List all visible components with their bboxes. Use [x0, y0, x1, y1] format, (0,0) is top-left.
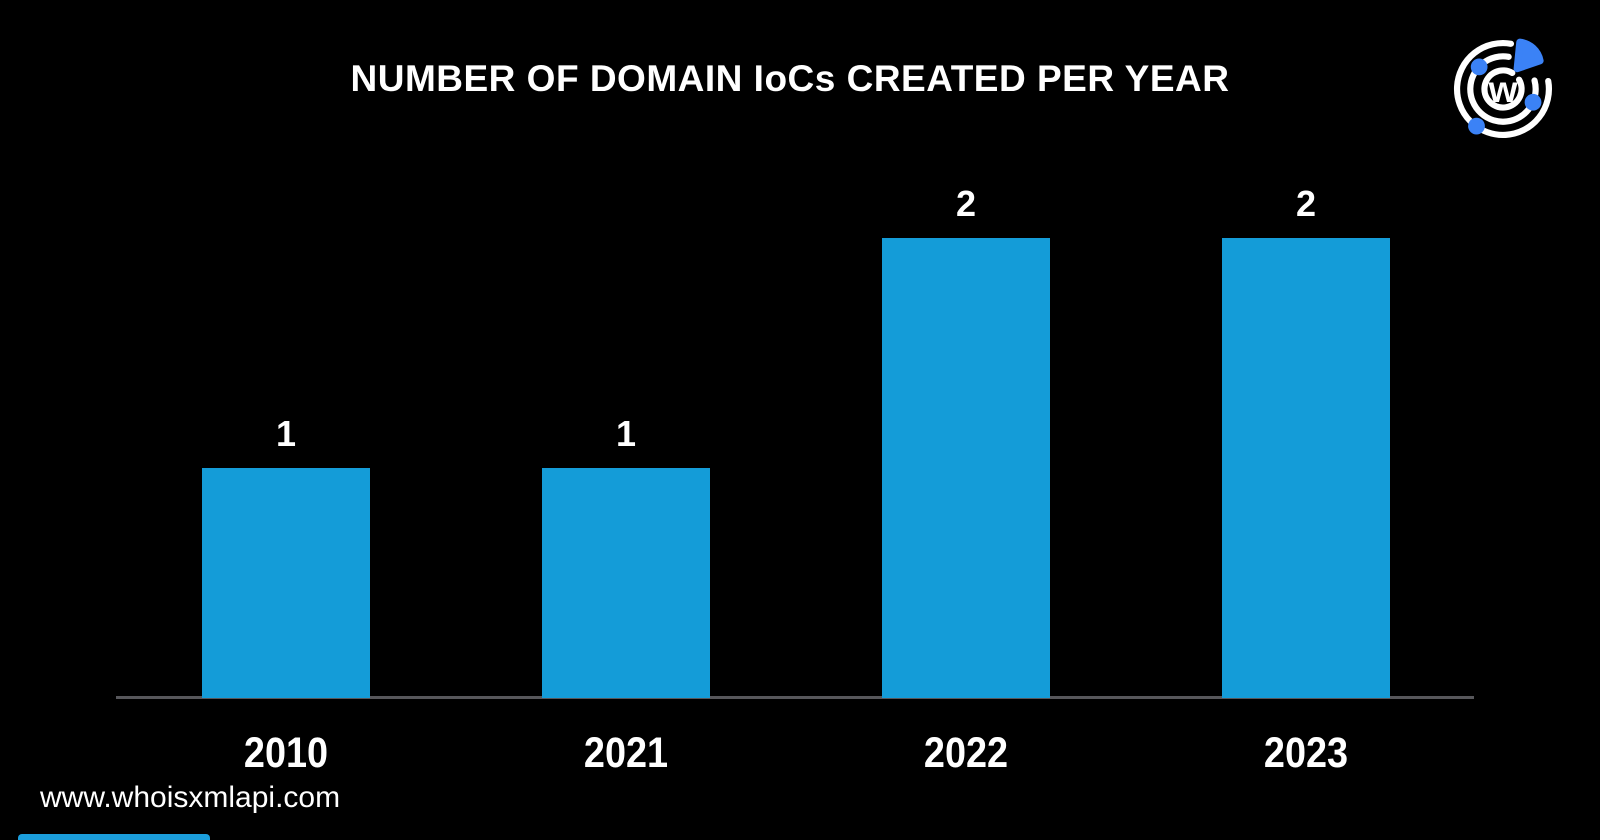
logo-cone [1513, 38, 1544, 73]
x-tick-2010: 2010 [243, 729, 329, 777]
x-tick-2023: 2023 [1263, 729, 1349, 777]
x-tick-2021: 2021 [583, 729, 669, 777]
bottom-accent-strip [18, 834, 210, 840]
bar-2023 [1222, 238, 1390, 698]
bar-2022 [882, 238, 1050, 698]
logo-dot-lower-left [1468, 117, 1485, 135]
logo-dot-right [1524, 93, 1542, 111]
chart-title: NUMBER OF DOMAIN IoCs CREATED PER YEAR [350, 58, 1230, 99]
whoisxmlapi-logo-icon: w [1454, 38, 1552, 138]
bar-value-2021: 1 [615, 413, 637, 454]
bar-2021 [542, 468, 710, 698]
logo-dot-upper-left [1470, 58, 1488, 76]
bar-value-2022: 2 [955, 183, 977, 224]
footer-url: www.whoisxmlapi.com [40, 781, 341, 814]
bar-value-2023: 2 [1295, 183, 1317, 224]
bar-value-2010: 1 [275, 413, 297, 454]
x-tick-2022: 2022 [923, 729, 1009, 777]
logo-letter-w: w [1488, 68, 1518, 110]
x-axis-line [116, 696, 1474, 699]
bar-2010 [202, 468, 370, 698]
logo-inner-ring [1481, 67, 1525, 111]
